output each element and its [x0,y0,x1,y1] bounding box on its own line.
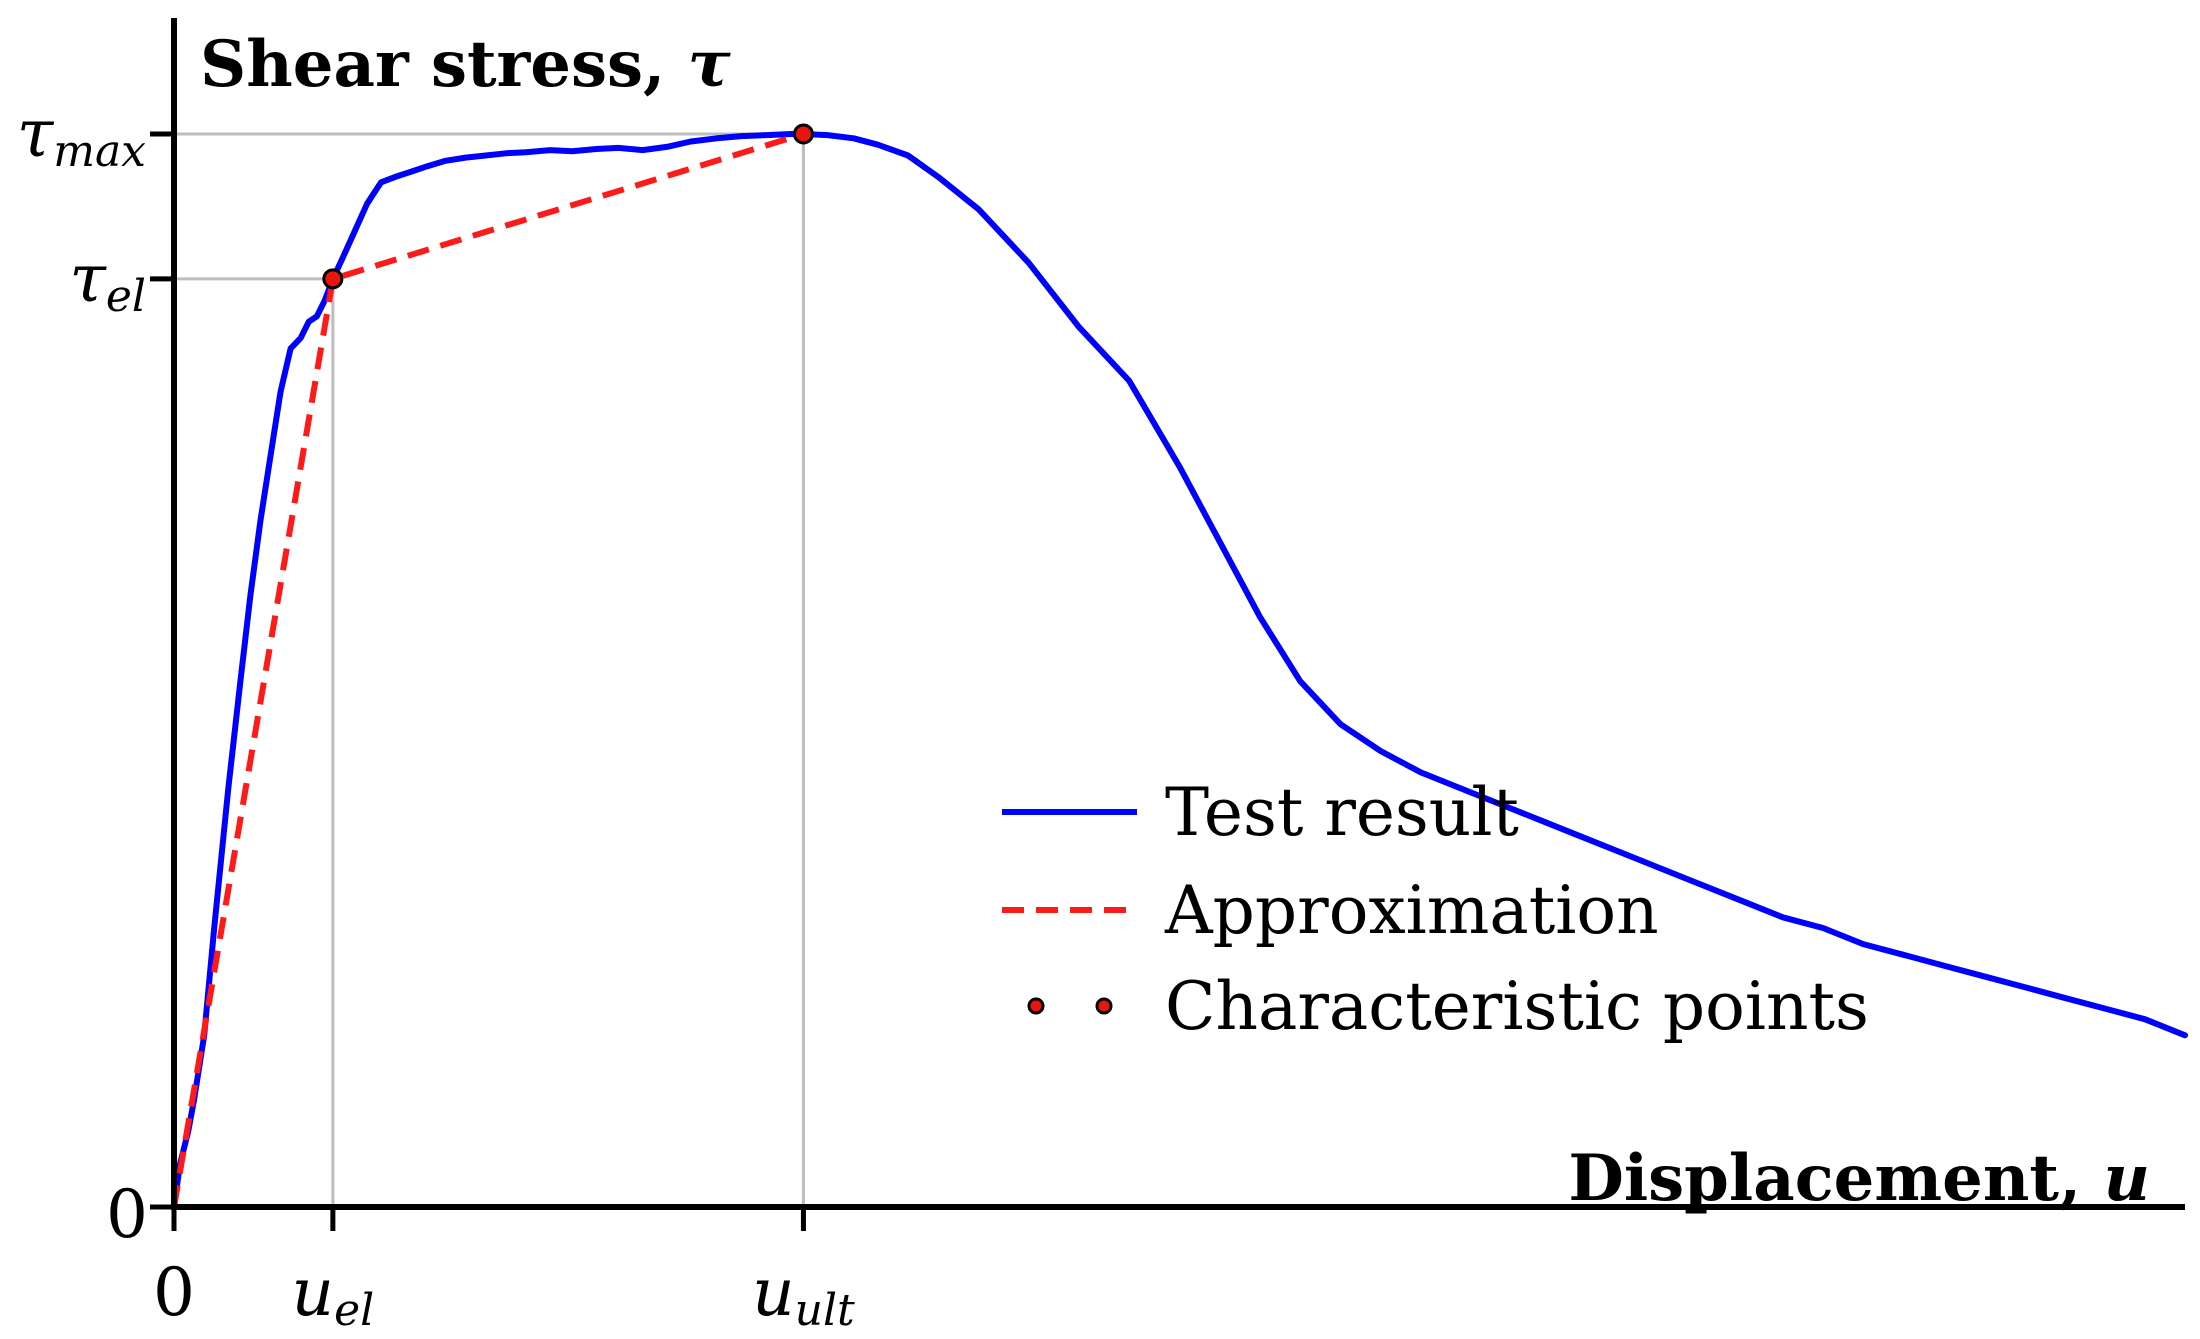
series-line-approximation [171,131,805,1208]
y-axis-title: Shear stress, τ [200,27,732,102]
legend: Test result Approximation Characteristic… [1002,774,1869,1045]
legend-point-marker-1 [1027,997,1045,1015]
legend-characteristic-points-label: Characteristic points [1165,968,1869,1045]
legend-point-marker-2 [1095,997,1113,1015]
legend-test-result-label: Test result [1165,774,1519,851]
tick-labels: τel τmax uel uult [17,95,855,1336]
tick-marks [150,131,806,1231]
x-origin-label: 0 [153,1254,195,1331]
y-tick-label-max: τmax [17,95,146,177]
legend-approximation-label: Approximation [1164,872,1659,949]
y-origin-label: 0 [106,1176,148,1253]
series-line-test-result [171,131,2188,1210]
x-tick-label-el: uel [292,1254,375,1336]
series-layer [171,131,2188,1210]
x-tick-label-ult: uult [752,1254,855,1336]
characteristic-point-2 [792,123,814,145]
y-tick-label-el: τel [69,240,146,322]
characteristic-point-1 [322,268,344,290]
x-axis-title: Displacement, u [1568,1141,2150,1216]
reference-gridlines [174,132,805,1207]
characteristic-points-layer [322,123,814,290]
